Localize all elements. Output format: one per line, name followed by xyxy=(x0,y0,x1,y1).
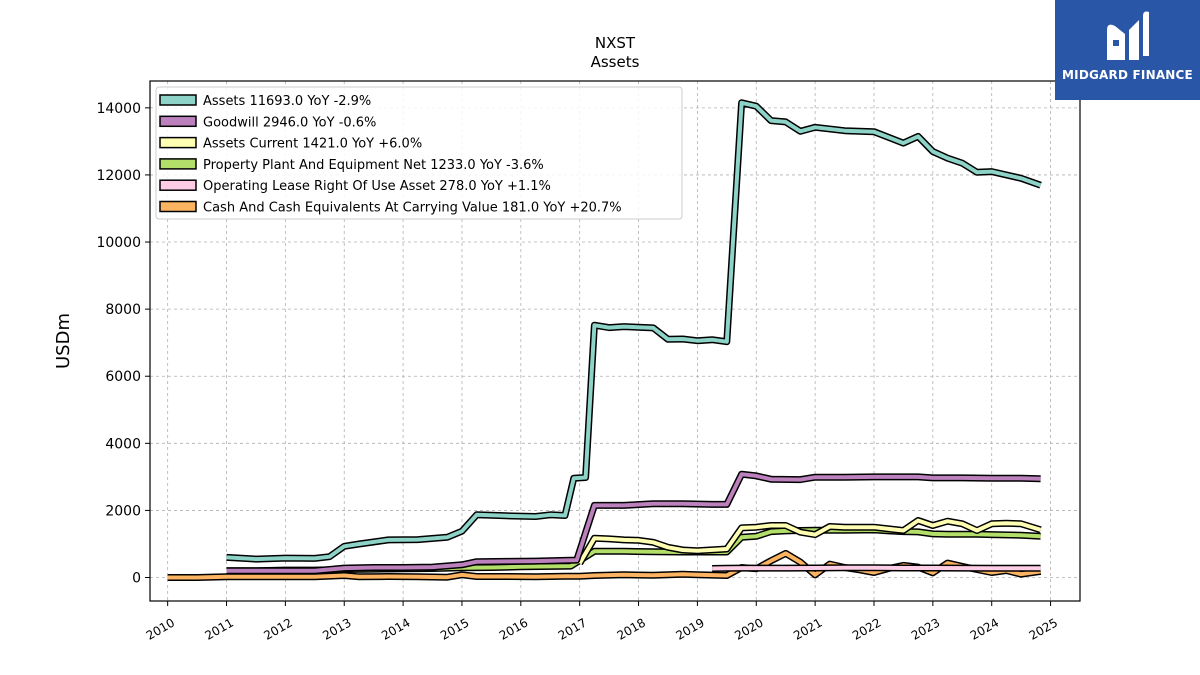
legend-swatch xyxy=(159,115,197,128)
chart-subtitle: Assets xyxy=(591,53,640,71)
legend-swatch xyxy=(159,200,197,213)
series-line xyxy=(577,518,1042,565)
legend-box xyxy=(155,86,683,220)
x-tick-label: 2024 xyxy=(968,615,1001,642)
plot-area xyxy=(167,99,1042,581)
x-tick-label: 2016 xyxy=(497,615,530,642)
x-tick-label: 2015 xyxy=(438,615,471,642)
series-assets-current xyxy=(576,517,1042,566)
legend-swatch xyxy=(159,158,197,170)
legend-item: Cash And Cash Equivalents At Carrying Va… xyxy=(159,200,622,216)
legend-item: Goodwill 2946.0 YoY -0.6% xyxy=(159,115,376,130)
midgard-logo-icon xyxy=(1107,11,1149,61)
x-tick-label: 2014 xyxy=(379,615,412,642)
legend-label: Operating Lease Right Of Use Asset 278.0… xyxy=(203,179,551,194)
x-tick-label: 2012 xyxy=(261,615,294,642)
brand-name: MIDGARD FINANCE xyxy=(1062,68,1193,82)
legend-item: Property Plant And Equipment Net 1233.0 … xyxy=(159,158,544,173)
x-tick-label: 2010 xyxy=(144,615,177,642)
x-tick-label: 2018 xyxy=(615,615,648,642)
y-tick-label: 0 xyxy=(132,571,141,587)
y-axis: 0 2000 4000 6000 8000 10000 12000 14000 xyxy=(96,101,150,587)
chart-title: NXST xyxy=(595,34,636,52)
y-tick-label: 14000 xyxy=(96,101,141,117)
legend-swatch xyxy=(159,179,197,191)
y-tick-label: 6000 xyxy=(105,369,141,385)
x-tick-label: 2017 xyxy=(556,615,589,642)
legend-label: Goodwill 2946.0 YoY -0.6% xyxy=(203,115,376,130)
series-line xyxy=(167,551,1041,580)
x-tick-label: 2025 xyxy=(1027,615,1060,642)
legend-item: Operating Lease Right Of Use Asset 278.0… xyxy=(159,179,551,194)
x-tick-label: 2020 xyxy=(732,615,765,642)
x-tick-label: 2019 xyxy=(673,615,706,642)
legend-label: Property Plant And Equipment Net 1233.0 … xyxy=(203,158,544,173)
y-tick-label: 8000 xyxy=(105,302,141,318)
series-line xyxy=(226,100,1042,562)
legend-label: Assets 11693.0 YoY -2.9% xyxy=(203,94,371,109)
legend-label: Cash And Cash Equivalents At Carrying Va… xyxy=(203,201,622,216)
x-axis: 2010 2011 2012 2013 2014 2015 2016 2017 2018 2019… xyxy=(144,601,1060,643)
series-line xyxy=(226,472,1041,573)
brand-logo: MIDGARD FINANCE xyxy=(1055,0,1200,100)
series-goodwill xyxy=(226,470,1041,575)
series-cash-and-cash-equivalents-at-carrying-value xyxy=(167,549,1042,581)
y-tick-label: 2000 xyxy=(105,503,141,519)
legend-item: Assets 11693.0 YoY -2.9% xyxy=(159,94,371,109)
legend-swatch xyxy=(159,136,197,149)
y-tick-label: 4000 xyxy=(105,436,141,452)
legend-item: Assets Current 1421.0 YoY +6.0% xyxy=(159,136,422,152)
x-tick-label: 2022 xyxy=(850,615,883,642)
legend-swatch xyxy=(159,94,197,106)
x-tick-label: 2013 xyxy=(320,615,353,642)
x-tick-label: 2011 xyxy=(203,615,236,642)
legend: Assets 11693.0 YoY -2.9% Goodwill 2946.0 … xyxy=(155,86,683,220)
legend-label: Assets Current 1421.0 YoY +6.0% xyxy=(203,137,422,152)
series-operating-lease-right-of-use-asset xyxy=(712,564,1041,572)
x-tick-label: 2021 xyxy=(791,615,824,642)
plot-frame xyxy=(149,80,1081,602)
x-tick-label: 2023 xyxy=(909,615,942,642)
y-tick-label: 10000 xyxy=(96,235,141,251)
series-line xyxy=(712,565,1041,571)
y-tick-label: 12000 xyxy=(96,168,141,184)
y-axis-label: USDm xyxy=(53,313,74,369)
series-assets xyxy=(226,99,1042,563)
